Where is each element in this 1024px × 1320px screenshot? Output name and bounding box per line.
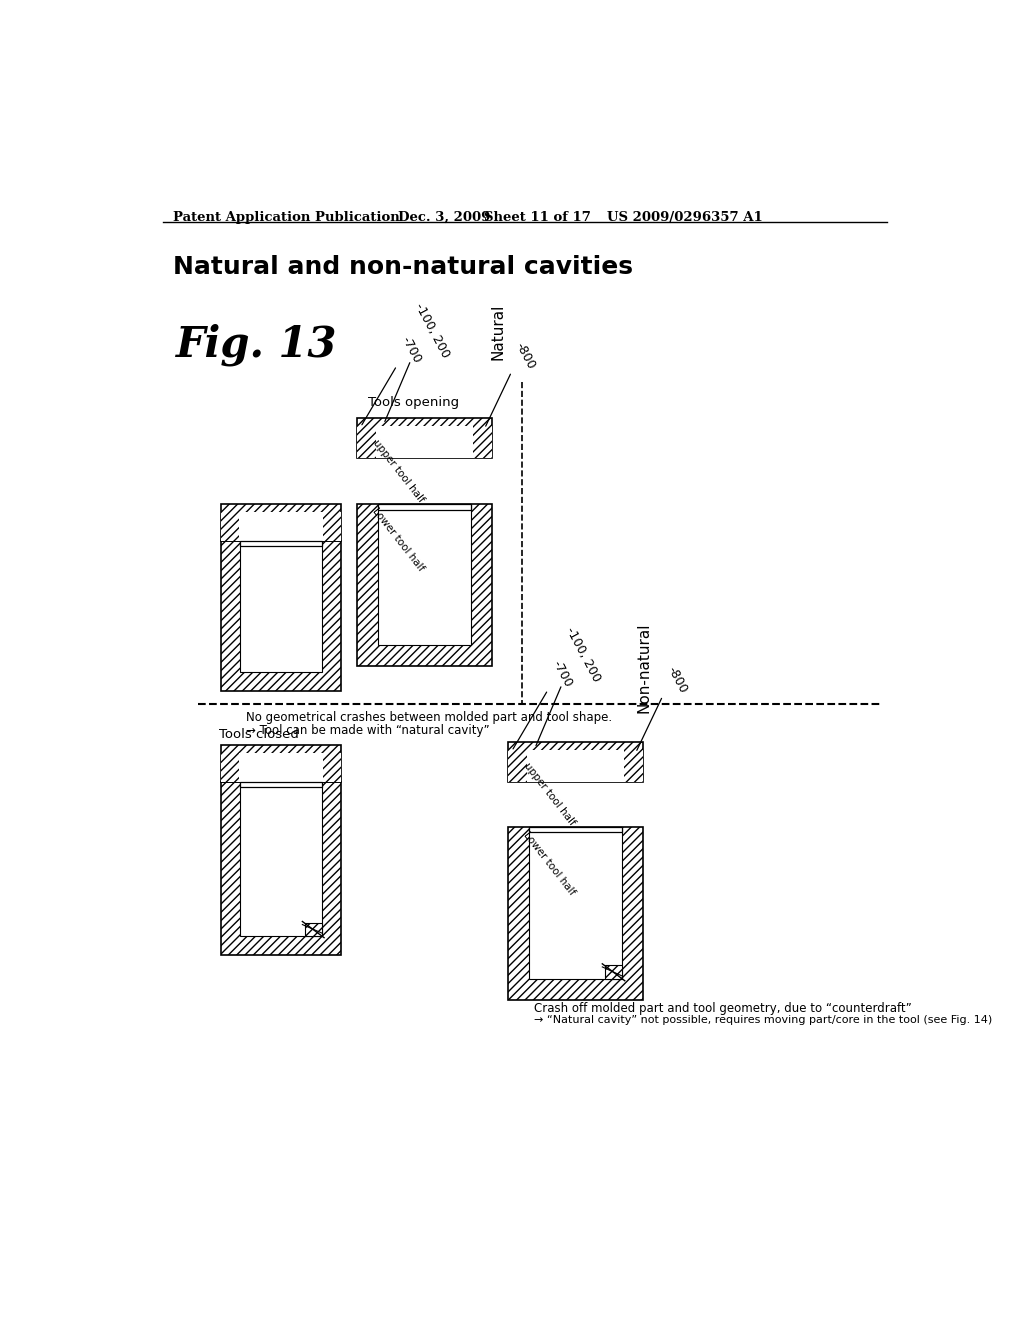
Bar [508, 826, 643, 1001]
Bar [221, 541, 341, 692]
Bar [241, 781, 322, 788]
Bar [527, 750, 624, 781]
Bar [241, 541, 322, 672]
Text: Lower tool half: Lower tool half [371, 507, 426, 573]
Bar [528, 826, 623, 979]
Text: Non-natural: Non-natural [637, 622, 651, 713]
Bar [473, 425, 493, 458]
Bar [221, 504, 341, 541]
Bar [324, 512, 341, 541]
Text: Natural and non-natural cavities: Natural and non-natural cavities [173, 255, 633, 279]
Text: Fig. 13: Fig. 13 [176, 323, 338, 367]
Bar [356, 418, 493, 458]
Text: No geometrical crashes between molded part and tool shape.: No geometrical crashes between molded pa… [246, 711, 612, 725]
Bar [378, 504, 471, 645]
Text: Sheet 11 of 17: Sheet 11 of 17 [484, 211, 592, 224]
Bar [378, 504, 471, 510]
Text: -800: -800 [665, 664, 689, 696]
Text: US 2009/0296357 A1: US 2009/0296357 A1 [607, 211, 763, 224]
Bar [221, 744, 341, 781]
Text: -100, 200: -100, 200 [563, 624, 603, 684]
Bar [324, 752, 341, 781]
Bar [528, 826, 623, 832]
Bar [605, 965, 623, 979]
Bar [624, 750, 643, 781]
Bar [356, 504, 493, 665]
Bar [239, 752, 324, 781]
Text: upper tool half: upper tool half [371, 437, 426, 504]
Text: Natural: Natural [490, 304, 506, 360]
Bar [221, 781, 341, 956]
Text: Tools closed: Tools closed [219, 729, 299, 742]
Bar [221, 512, 239, 541]
Text: Dec. 3, 2009: Dec. 3, 2009 [397, 211, 490, 224]
Bar [239, 512, 324, 541]
Bar [356, 425, 376, 458]
Bar [305, 923, 322, 936]
Bar [241, 781, 322, 936]
Text: Crash off molded part and tool geometry, due to “counterdraft”: Crash off molded part and tool geometry,… [535, 1002, 911, 1015]
Text: → Tool can be made with “natural cavity”: → Tool can be made with “natural cavity” [246, 723, 489, 737]
Bar [376, 425, 473, 458]
Text: Tools opening: Tools opening [369, 396, 460, 409]
Bar [508, 742, 643, 781]
Text: -700: -700 [550, 659, 574, 689]
Text: Patent Application Publication: Patent Application Publication [173, 211, 399, 224]
Bar [508, 750, 527, 781]
Text: -100, 200: -100, 200 [413, 301, 453, 360]
Text: -700: -700 [398, 334, 423, 366]
Text: Lower tool half: Lower tool half [521, 830, 578, 896]
Text: → “Natural cavity” not possible, requires moving part/core in the tool (see Fig.: → “Natural cavity” not possible, require… [535, 1015, 992, 1026]
Text: upper tool half: upper tool half [521, 760, 577, 828]
Bar [241, 541, 322, 546]
Bar [221, 752, 239, 781]
Text: -800: -800 [513, 341, 538, 372]
